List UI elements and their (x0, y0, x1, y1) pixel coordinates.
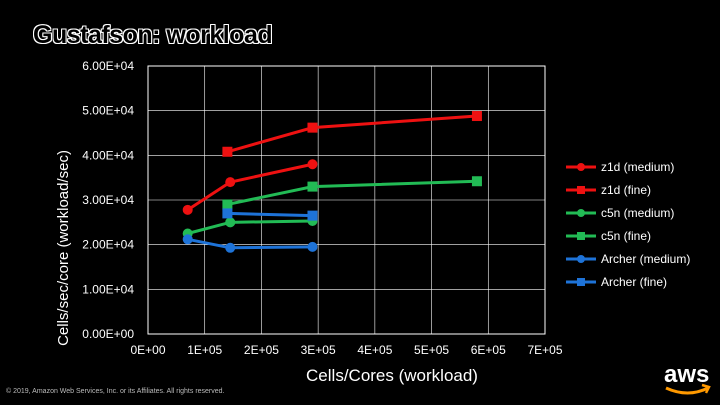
data-point (222, 199, 233, 210)
series-line (186, 162, 313, 212)
y-tick-label: 1.00E+04 (82, 282, 134, 296)
series-line (227, 211, 313, 218)
x-tick-label: 1E+05 (187, 343, 222, 357)
legend-item: z1d (fine) (566, 183, 651, 197)
data-point (225, 242, 236, 253)
legend-label: z1d (fine) (601, 183, 651, 197)
legend-item: Archer (medium) (566, 252, 690, 266)
legend-marker (577, 163, 585, 171)
y-tick-label: 2.00E+04 (82, 238, 134, 252)
legend-label: z1d (medium) (601, 160, 674, 174)
copyright-footer: © 2019, Amazon Web Services, Inc. or its… (6, 388, 225, 395)
aws-smile-icon (665, 386, 709, 395)
y-tick-label: 4.00E+04 (82, 148, 134, 162)
y-axis-ticks: 0.00E+00 1.00E+04 2.00E+04 3.00E+04 4.00E+04… (82, 59, 134, 341)
series-group (182, 111, 482, 253)
x-tick-label: 6E+05 (471, 343, 506, 357)
x-tick-label: 5E+05 (414, 343, 449, 357)
x-axis-ticks: 0E+00 1E+05 2E+05 3E+05 4E+05 5E+05 6E+05 7E+05 (130, 343, 562, 357)
data-point (225, 177, 236, 188)
data-point (307, 210, 318, 221)
aws-arrow-icon (701, 383, 711, 394)
data-point (307, 181, 318, 192)
legend-label: c5n (fine) (601, 229, 651, 243)
aws-logo: aws (662, 360, 714, 405)
x-tick-label: 3E+05 (301, 343, 336, 357)
y-tick-label: 5.00E+04 (82, 104, 134, 118)
legend-marker (577, 232, 585, 240)
data-point (307, 159, 318, 170)
x-tick-label: 2E+05 (244, 343, 279, 357)
data-point (471, 111, 482, 122)
legend-marker (577, 255, 585, 263)
data-point (471, 176, 482, 187)
legend-item: c5n (medium) (566, 206, 674, 220)
data-point (307, 122, 318, 133)
data-point (222, 208, 233, 219)
legend: z1d (medium) z1d (fine) c5n (medium) c5n (f… (566, 160, 690, 289)
legend-item: Archer (fine) (566, 275, 667, 289)
series-line (187, 237, 313, 250)
legend-label: Archer (medium) (601, 252, 690, 266)
legend-marker (577, 209, 585, 217)
x-tick-label: 0E+00 (130, 343, 165, 357)
x-tick-label: 4E+05 (357, 343, 392, 357)
x-axis-title: Cells/Cores (workload) (306, 366, 478, 385)
y-axis-title: Cells/sec/core (workload/sec) (55, 150, 72, 346)
series-line (187, 219, 313, 235)
aws-logo-text: aws (664, 361, 709, 388)
legend-marker (577, 186, 585, 194)
x-tick-label: 7E+05 (527, 343, 562, 357)
legend-label: c5n (medium) (601, 206, 674, 220)
series-c5n-medium (182, 215, 318, 239)
data-point (307, 241, 318, 252)
data-point (225, 217, 236, 228)
series-line (226, 114, 478, 154)
series-archer-fine (222, 208, 318, 221)
slide-title: Gustafson: workload (33, 21, 273, 49)
legend-label: Archer (fine) (601, 275, 667, 289)
y-tick-label: 0.00E+00 (82, 327, 134, 341)
legend-item: c5n (fine) (566, 229, 651, 243)
y-tick-label: 6.00E+04 (82, 59, 134, 73)
series-archer-medium (182, 234, 318, 253)
series-z1d-fine (222, 111, 482, 157)
series-c5n-fine (222, 176, 482, 210)
series-line (227, 179, 477, 206)
legend-marker (577, 278, 585, 286)
series-z1d-medium (182, 159, 318, 215)
y-tick-label: 3.00E+04 (82, 193, 134, 207)
data-point (182, 234, 193, 245)
data-point (222, 146, 233, 157)
data-point (182, 204, 193, 215)
grid (147, 65, 546, 335)
legend-item: z1d (medium) (566, 160, 674, 174)
